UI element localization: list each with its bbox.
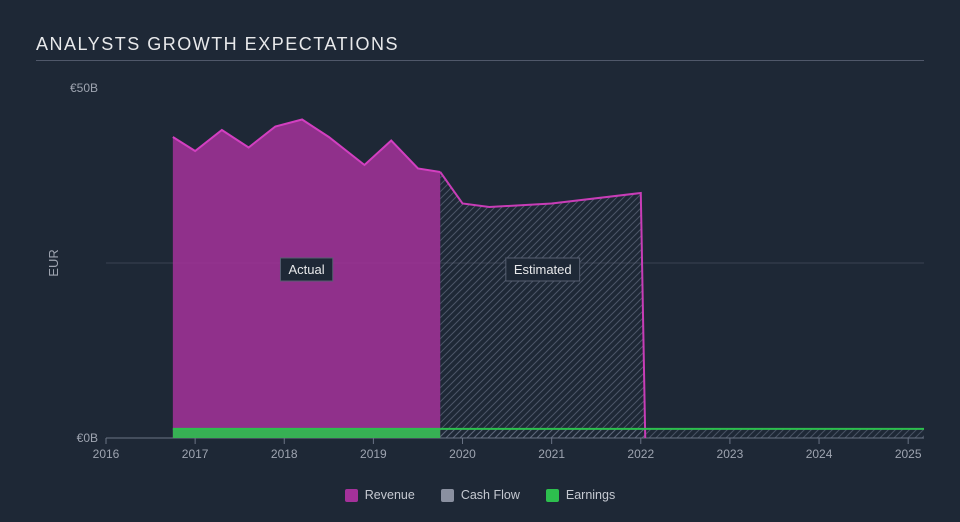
svg-text:2022: 2022 [627,447,654,461]
svg-text:2018: 2018 [271,447,298,461]
legend-swatch-earnings [546,489,559,502]
svg-text:2025: 2025 [895,447,922,461]
title-divider [36,60,924,61]
legend-swatch-cashflow [441,489,454,502]
svg-text:2020: 2020 [449,447,476,461]
legend: Revenue Cash Flow Earnings [0,488,960,502]
svg-text:€50B: €50B [70,81,98,95]
svg-text:2016: 2016 [93,447,120,461]
svg-text:€0B: €0B [77,431,98,445]
svg-text:2019: 2019 [360,447,387,461]
svg-text:Estimated: Estimated [514,262,572,277]
legend-label: Cash Flow [461,488,520,502]
svg-text:2024: 2024 [806,447,833,461]
svg-text:2023: 2023 [717,447,744,461]
legend-swatch-revenue [345,489,358,502]
legend-item-earnings[interactable]: Earnings [546,488,615,502]
svg-text:2021: 2021 [538,447,565,461]
chart-area: €0B €50B EUR 2016 2017 2018 2019 2020 2021 2022 20… [36,78,924,492]
legend-label: Revenue [365,488,415,502]
svg-text:EUR: EUR [46,249,61,276]
legend-label: Earnings [566,488,615,502]
svg-text:2017: 2017 [182,447,209,461]
chart-svg: €0B €50B EUR 2016 2017 2018 2019 2020 2021 2022 20… [36,78,924,468]
legend-item-cashflow[interactable]: Cash Flow [441,488,520,502]
legend-item-revenue[interactable]: Revenue [345,488,415,502]
svg-text:Actual: Actual [288,262,324,277]
chart-title: ANALYSTS GROWTH EXPECTATIONS [36,34,399,55]
